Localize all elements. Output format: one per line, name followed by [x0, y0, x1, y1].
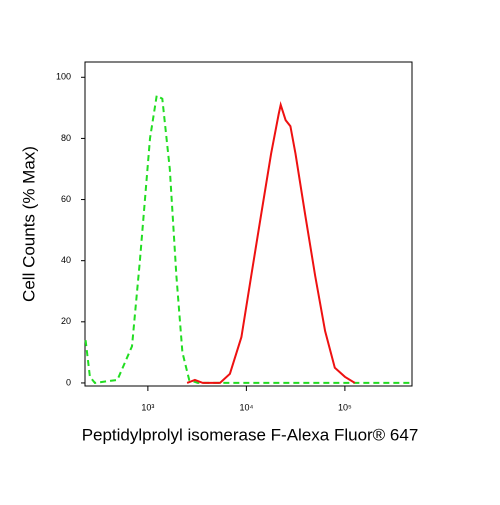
y-tick-label: 100	[56, 72, 71, 82]
series-line	[186, 100, 356, 384]
y-tick-label: 40	[61, 255, 71, 265]
y-tick-label: 20	[61, 316, 71, 326]
y-tick-label: 60	[61, 194, 71, 204]
x-tick-label: 10⁵	[338, 402, 352, 412]
plot-frame	[84, 61, 413, 387]
x-tick-label: 10⁴	[239, 402, 253, 412]
x-axis-label: Peptidylprolyl isomerase F-Alexa Fluor® …	[82, 425, 419, 444]
series-line	[84, 94, 412, 384]
y-axis-label: Cell Counts (% Max)	[19, 146, 38, 302]
x-tick-label: 10³	[141, 402, 154, 412]
y-tick-label: 0	[66, 377, 71, 387]
y-tick-label: 80	[61, 133, 71, 143]
